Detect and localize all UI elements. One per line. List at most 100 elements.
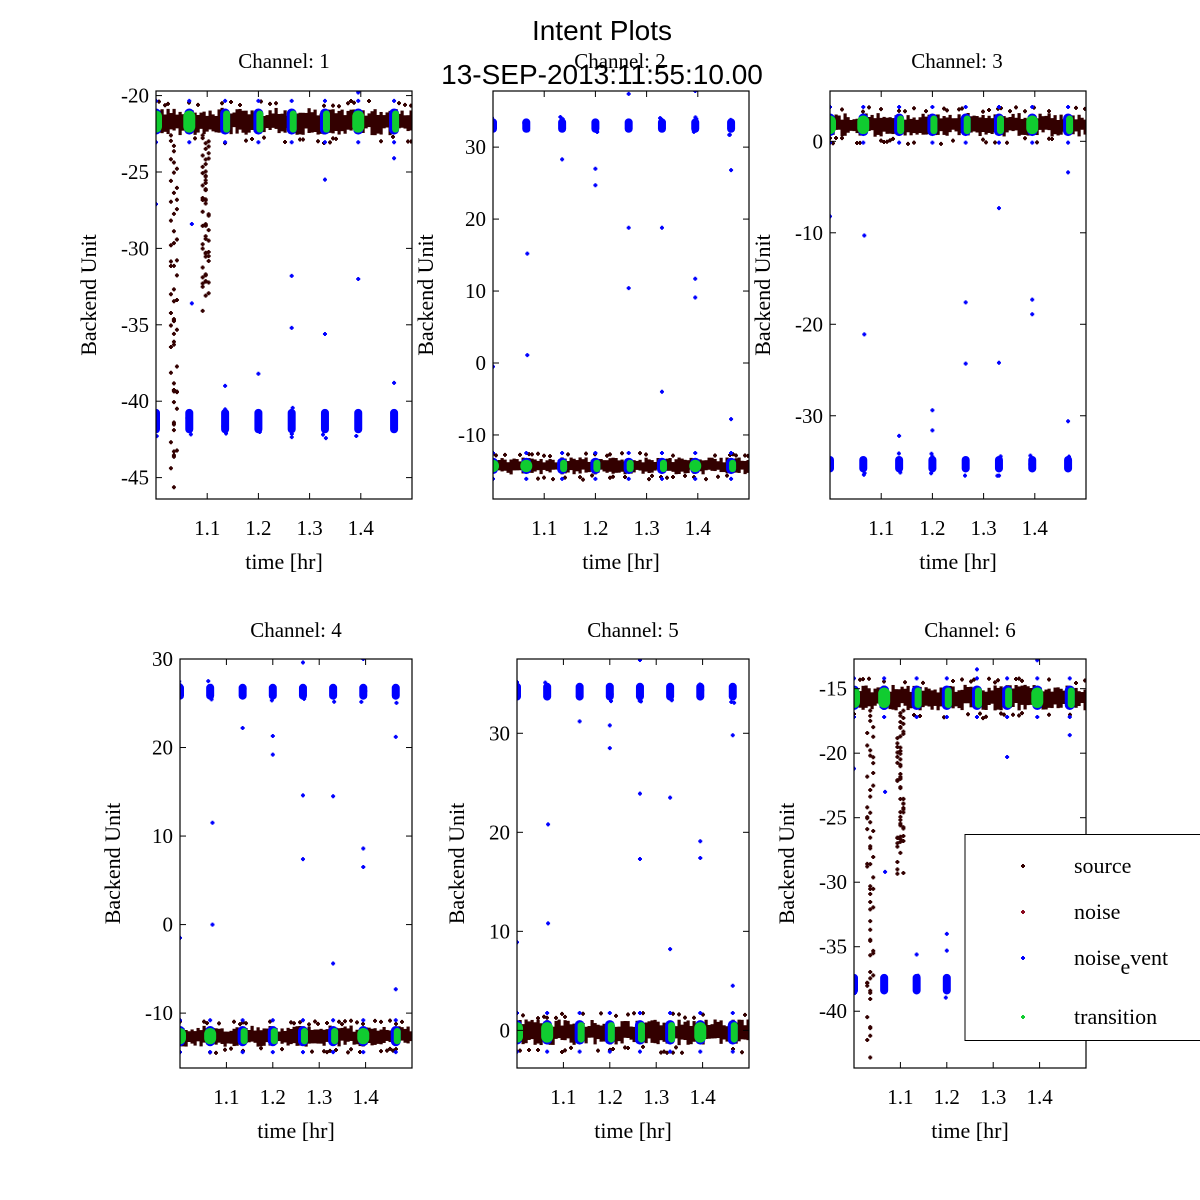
noise-event-point [1067,715,1072,720]
source-point [865,827,870,832]
source-point [921,690,925,708]
transition-point [560,459,568,473]
source-point [954,691,958,707]
transition-point [878,687,891,708]
source-point [868,927,873,932]
source-point [861,109,865,114]
source-point [200,164,205,169]
source-point [379,1049,383,1054]
noise-event-point [943,995,948,1000]
source-point [232,112,236,128]
y-tick-label: -25 [121,160,149,184]
noise-event-point [209,697,214,702]
source-point [265,1028,269,1043]
noise-event-point [626,450,631,455]
noise-event-point [493,450,495,455]
noise-event-point [322,177,327,182]
noise-event-point [241,684,246,689]
source-point [713,453,717,458]
source-point [584,1026,588,1044]
source-point [316,115,320,135]
transition-point [593,459,601,473]
source-point [168,370,173,375]
legend-label-noise: noise [1074,899,1120,924]
source-point [566,1020,570,1039]
source-point [168,323,173,328]
source-point [1011,113,1015,132]
noise-event-point [882,715,887,720]
source-point [203,234,208,239]
x-axis-label: time [hr] [257,1118,335,1143]
noise-event-point [271,691,276,696]
x-tick-label: 1.1 [531,516,557,540]
transition-point [1066,115,1074,135]
noise-event-point [189,221,194,226]
noise-event-point [693,91,698,93]
source-point [868,900,873,905]
source-point [719,1020,723,1044]
noise-event-point [930,140,935,145]
source-point [743,460,747,475]
source-point [286,1027,290,1046]
source-point [259,1030,263,1047]
source-point [876,687,880,704]
source-point [840,136,844,141]
noise-event-point [356,98,361,103]
noise-event-point [257,430,262,435]
source-point [403,115,407,129]
transition-point [352,110,365,133]
source-point [895,867,900,872]
source-point [536,1047,540,1052]
noise-event-point [729,450,734,455]
noise-event-point [914,676,919,681]
source-point [954,118,958,132]
source-point [391,134,395,139]
noise-event-point [392,98,397,103]
transition-point [914,687,922,708]
noise-event-point [546,921,551,926]
noise-event-point [361,659,366,661]
source-point [912,117,916,134]
source-point [214,115,218,133]
source-point [918,713,922,718]
source-point [200,246,205,251]
noise-event-point [661,120,666,125]
noise-event-point [996,360,1001,365]
source-point [206,254,211,259]
source-point [608,458,612,472]
noise-event-point [693,476,698,481]
source-point [1087,685,1090,705]
noise-event-point [363,689,368,694]
source-point [876,113,880,135]
source-point [948,114,952,133]
source-point [677,457,681,475]
source-point [265,115,269,129]
source-point [200,136,205,141]
source-point [868,907,873,912]
noise-event-point [994,456,1003,473]
source-point [349,98,353,103]
noise-event-point [928,456,937,473]
source-point [734,453,738,458]
source-point [987,687,991,705]
y-tick-label: 20 [489,820,510,844]
source-point [334,1047,338,1052]
noise-event-point [523,121,528,126]
source-point [909,118,913,136]
y-tick-label: -25 [819,806,847,830]
noise-event-point [668,1049,673,1054]
noise-event-point [729,699,734,704]
noise-event-point [883,985,888,990]
source-point [349,1018,353,1023]
source-point [325,1020,329,1025]
source-point [972,677,976,682]
noise-event-point [354,433,359,438]
source-point [865,805,870,810]
noise-event-point [300,660,305,665]
source-point [683,1015,687,1020]
y-tick-label: -40 [819,999,847,1023]
noise-event-point [393,1050,398,1055]
y-tick-label: 10 [152,824,173,848]
noise-event-point [669,697,674,702]
source-point [524,1019,528,1044]
